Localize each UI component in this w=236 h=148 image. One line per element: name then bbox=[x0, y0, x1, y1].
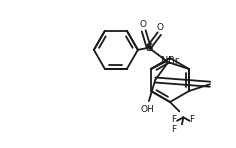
Text: F: F bbox=[171, 115, 176, 124]
Text: O: O bbox=[157, 23, 164, 32]
Text: F: F bbox=[189, 115, 194, 124]
Text: S: S bbox=[145, 43, 152, 53]
Text: N: N bbox=[161, 56, 169, 66]
Text: Br: Br bbox=[168, 56, 178, 66]
Text: O: O bbox=[139, 20, 146, 29]
Text: OH: OH bbox=[140, 105, 154, 114]
Text: F: F bbox=[171, 125, 176, 134]
